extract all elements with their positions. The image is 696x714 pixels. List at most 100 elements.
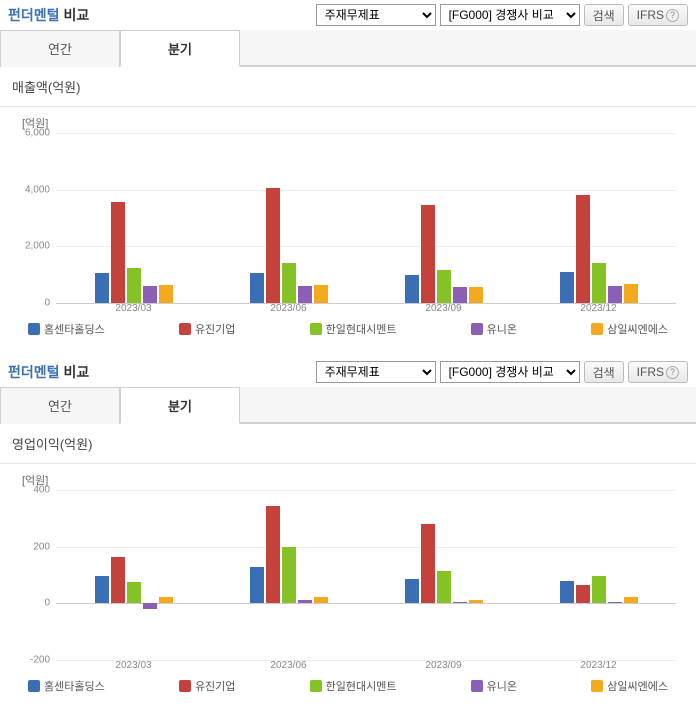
bar xyxy=(266,188,280,303)
x-tick-label: 2023/03 xyxy=(115,660,151,671)
bar xyxy=(437,571,451,604)
legend-swatch xyxy=(591,680,603,692)
bar xyxy=(282,263,296,303)
legend-label: 유니온 xyxy=(487,321,517,337)
legend-swatch xyxy=(310,680,322,692)
legend-swatch xyxy=(179,680,191,692)
title-group: 펀더멘털비교 xyxy=(8,5,89,25)
title-main: 펀더멘털 xyxy=(8,362,60,382)
ifrs-button[interactable]: IFRS? xyxy=(628,4,688,26)
tab-annual[interactable]: 연간 xyxy=(0,30,120,67)
bar xyxy=(576,195,590,303)
grid-line xyxy=(56,190,676,191)
bar xyxy=(266,506,280,604)
bar xyxy=(576,585,590,603)
title-sub: 비교 xyxy=(64,362,90,382)
select-statement[interactable]: 주재무제표 xyxy=(316,4,436,26)
search-button[interactable]: 검색 xyxy=(584,4,624,26)
y-tick-label: 200 xyxy=(33,541,56,552)
legend-item: 삼일씨엔에스 xyxy=(591,678,668,694)
bar xyxy=(282,547,296,604)
x-tick-label: 2023/06 xyxy=(270,303,306,314)
tab-annual[interactable]: 연간 xyxy=(0,387,120,424)
legend-item: 한일현대시멘트 xyxy=(310,321,397,337)
legend-swatch xyxy=(28,680,40,692)
bar xyxy=(469,287,483,303)
chart-wrap: [억원]-20002004002023/032023/062023/092023… xyxy=(0,464,696,706)
tab-quarter[interactable]: 분기 xyxy=(120,30,240,67)
ifrs-label: IFRS xyxy=(637,365,664,379)
y-tick-label: 4,000 xyxy=(25,184,56,195)
legend-item: 한일현대시멘트 xyxy=(310,678,397,694)
ifrs-button[interactable]: IFRS? xyxy=(628,361,688,383)
bar xyxy=(453,602,467,603)
tab-quarter[interactable]: 분기 xyxy=(120,387,240,424)
x-axis: 2023/032023/062023/092023/12 xyxy=(56,660,676,674)
unit-label: [억원] xyxy=(22,472,684,488)
title-main: 펀더멘털 xyxy=(8,5,60,25)
x-tick-label: 2023/06 xyxy=(270,660,306,671)
chart-title: 영업이익(억원) xyxy=(0,424,696,464)
legend-swatch xyxy=(179,323,191,335)
select-statement[interactable]: 주재무제표 xyxy=(316,361,436,383)
bar xyxy=(314,597,328,604)
y-tick-label: 2,000 xyxy=(25,241,56,252)
title-sub: 비교 xyxy=(64,5,90,25)
bar xyxy=(111,557,125,604)
legend-swatch xyxy=(591,323,603,335)
grid-line xyxy=(56,490,676,491)
controls: 주재무제표[FG000] 경쟁사 비교검색IFRS? xyxy=(316,361,688,383)
x-tick-label: 2023/12 xyxy=(580,303,616,314)
chart-area: -2000200400 xyxy=(56,490,676,660)
select-compare[interactable]: [FG000] 경쟁사 비교 xyxy=(440,361,580,383)
legend-label: 한일현대시멘트 xyxy=(326,321,397,337)
grid-line xyxy=(56,133,676,134)
legend-swatch xyxy=(471,680,483,692)
bar xyxy=(127,582,141,603)
bar xyxy=(421,524,435,603)
title-group: 펀더멘털비교 xyxy=(8,362,89,382)
legend-label: 삼일씨엔에스 xyxy=(607,678,668,694)
legend-label: 한일현대시멘트 xyxy=(326,678,397,694)
bar xyxy=(298,286,312,303)
ifrs-label: IFRS xyxy=(637,8,664,22)
bar xyxy=(111,202,125,303)
bar xyxy=(437,270,451,303)
x-axis: 2023/032023/062023/092023/12 xyxy=(56,303,676,317)
legend-label: 유진기업 xyxy=(195,678,235,694)
bar xyxy=(469,600,483,603)
legend-swatch xyxy=(471,323,483,335)
bar xyxy=(95,273,109,303)
bar xyxy=(298,600,312,603)
legend-item: 유진기업 xyxy=(179,321,235,337)
panel-header: 펀더멘털비교주재무제표[FG000] 경쟁사 비교검색IFRS? xyxy=(0,0,696,30)
legend: 홈센타홀딩스유진기업한일현대시멘트유니온삼일씨엔에스 xyxy=(12,674,684,702)
help-icon: ? xyxy=(666,9,679,22)
bar xyxy=(159,597,173,603)
panel: 펀더멘털비교주재무제표[FG000] 경쟁사 비교검색IFRS?연간분기매출액(… xyxy=(0,0,696,349)
search-button[interactable]: 검색 xyxy=(584,361,624,383)
legend-item: 유진기업 xyxy=(179,678,235,694)
y-tick-label: 400 xyxy=(33,485,56,496)
chart-area: 02,0004,0006,000 xyxy=(56,133,676,303)
bar xyxy=(159,285,173,303)
y-tick-label: 0 xyxy=(44,298,56,309)
legend: 홈센타홀딩스 유진기업 한일현대시멘트 유니온 삼일씨엔에스 xyxy=(12,317,684,345)
panel-header: 펀더멘털비교 주재무제표[FG000] 경쟁사 비교검색IFRS? xyxy=(0,357,696,387)
bar xyxy=(143,286,157,303)
legend-item: 홈센타홀딩스 xyxy=(28,321,105,337)
legend-swatch xyxy=(310,323,322,335)
select-compare[interactable]: [FG000] 경쟁사 비교 xyxy=(440,4,580,26)
bar xyxy=(95,576,109,603)
y-tick-label: 0 xyxy=(44,598,56,609)
bar xyxy=(143,603,157,609)
legend-item: 유니온 xyxy=(471,321,517,337)
legend-item: 삼일씨엔에스 xyxy=(591,321,668,337)
bar xyxy=(560,272,574,303)
x-tick-label: 2023/12 xyxy=(580,660,616,671)
legend-label: 삼일씨엔에스 xyxy=(607,321,668,337)
bar xyxy=(250,273,264,303)
bar xyxy=(453,287,467,303)
tabs: 연간분기 xyxy=(0,30,696,67)
x-tick-label: 2023/03 xyxy=(115,303,151,314)
